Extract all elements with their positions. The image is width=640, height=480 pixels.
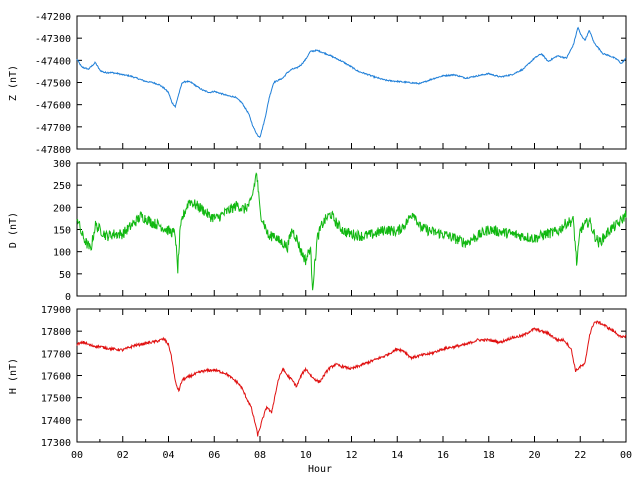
x-tick-label: 16 xyxy=(437,450,449,461)
panel-d-frame xyxy=(76,162,627,297)
x-tick-label: 00 xyxy=(71,450,83,461)
panel-z-series xyxy=(76,26,627,138)
y-tick-label: 17300 xyxy=(41,438,71,449)
panel-z-frame xyxy=(76,15,627,150)
panel-d-y-axis-label: D (nT) xyxy=(8,212,19,248)
y-tick-label: 17800 xyxy=(41,327,71,338)
x-tick-label: 10 xyxy=(300,450,312,461)
series-line-h xyxy=(76,320,627,437)
panel-d-series xyxy=(76,172,627,291)
x-tick-label: 22 xyxy=(574,450,586,461)
panel-d-x-ticks xyxy=(76,163,627,296)
y-tick-label: 100 xyxy=(53,248,71,259)
panel-h-frame xyxy=(76,308,627,443)
y-tick-label: 250 xyxy=(53,181,71,192)
x-tick-label: 18 xyxy=(483,450,495,461)
panel-h-y-ticks: 17900 17800 17700 17600 17500 17400 17300 xyxy=(41,305,626,449)
panel-h-series xyxy=(76,320,627,437)
y-tick-label: -47600 xyxy=(35,101,71,112)
y-tick-label: -47300 xyxy=(35,34,71,45)
x-tick-label: 00 xyxy=(620,450,632,461)
y-tick-label: 17600 xyxy=(41,372,71,383)
y-tick-label: -47700 xyxy=(35,123,71,134)
panel-h: 17900 17800 17700 17600 17500 17400 17300 H (n… xyxy=(8,305,627,449)
y-tick-label: -47800 xyxy=(35,145,71,156)
panel-z-x-ticks xyxy=(76,16,627,149)
panel-d-y-ticks: 300 250 200 150 100 50 0 xyxy=(53,159,626,303)
y-tick-label: 17500 xyxy=(41,394,71,405)
series-line-z xyxy=(76,26,627,138)
panel-z-y-ticks: -47200 -47300 -47400 -47500 -47600 -47700 -478… xyxy=(35,12,626,156)
y-tick-label: 150 xyxy=(53,226,71,237)
y-tick-label: 300 xyxy=(53,159,71,170)
x-tick-labels: 00 02 04 06 08 10 12 14 16 18 20 22 00 xyxy=(71,450,632,461)
y-tick-label: 200 xyxy=(53,203,71,214)
y-tick-label: 0 xyxy=(65,292,71,303)
y-tick-label: -47400 xyxy=(35,56,71,67)
panel-h-y-axis-label: H (nT) xyxy=(8,358,19,394)
y-tick-label: 50 xyxy=(59,270,71,281)
x-tick-label: 06 xyxy=(208,450,220,461)
panel-z: -47200 -47300 -47400 -47500 -47600 -47700 -478… xyxy=(8,12,627,156)
panel-h-x-ticks xyxy=(76,309,627,442)
y-tick-label: 17900 xyxy=(41,305,71,316)
series-line-d xyxy=(76,172,627,291)
x-tick-label: 14 xyxy=(391,450,403,461)
x-tick-label: 20 xyxy=(528,450,540,461)
x-tick-label: 02 xyxy=(117,450,129,461)
x-tick-label: 12 xyxy=(345,450,357,461)
y-tick-label: -47200 xyxy=(35,12,71,23)
y-tick-label: -47500 xyxy=(35,79,71,90)
y-tick-label: 17400 xyxy=(41,416,71,427)
x-tick-label: 04 xyxy=(162,450,174,461)
panel-d: 300 250 200 150 100 50 0 D (nT) xyxy=(8,159,627,303)
x-axis-label: Hour xyxy=(308,464,332,475)
x-tick-label: 08 xyxy=(254,450,266,461)
panel-z-y-axis-label: Z (nT) xyxy=(8,65,19,101)
y-tick-label: 17700 xyxy=(41,349,71,360)
